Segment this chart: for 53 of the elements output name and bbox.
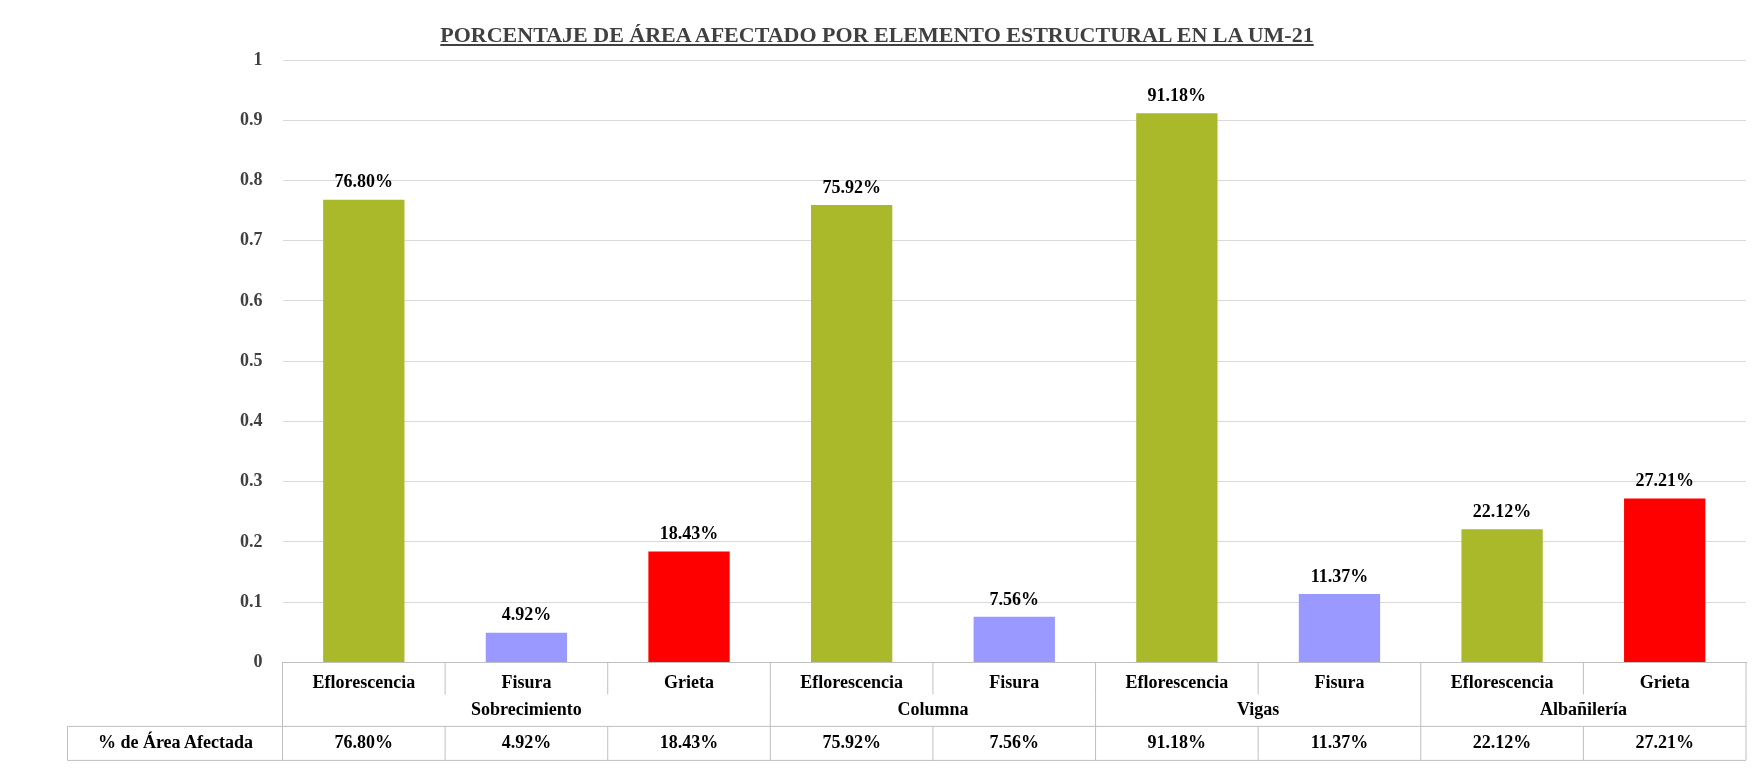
data-label: 91.18% — [1147, 732, 1207, 753]
bar — [485, 632, 568, 662]
x-tick-label: Fisura — [989, 671, 1040, 692]
y-tick-label: 0.2 — [240, 530, 263, 551]
bar — [1298, 593, 1381, 662]
data-label: 11.37% — [1310, 732, 1369, 753]
y-tick-label: 0.7 — [240, 229, 263, 250]
text: 18.43% — [659, 523, 719, 544]
x-tick-label: Eflorescencia — [1450, 671, 1554, 692]
bar — [1624, 498, 1706, 662]
x-tick-label: Eflorescencia — [1125, 671, 1229, 692]
bar — [323, 199, 405, 662]
x-tick-label: Eflorescencia — [312, 671, 416, 692]
bar — [1461, 529, 1543, 662]
chart-title: PORCENTAJE DE ÁREA AFECTADO POR ELEMENTO ESTRUCTURAL EN LA UM-21 — [439, 22, 1315, 48]
text: 22.12% — [1472, 500, 1532, 521]
y-tick-label: 0.3 — [240, 470, 263, 491]
text: Vigas — [1236, 699, 1280, 720]
y-tick-label: 0.1 — [240, 590, 263, 611]
bar — [1136, 113, 1218, 662]
x-tick-label: Eflorescencia — [800, 671, 903, 692]
y-tick-label: 0.8 — [240, 169, 263, 190]
y-tick-label: 0.5 — [240, 349, 263, 370]
data-label: 75.92% — [822, 732, 881, 753]
data-label: 76.80% — [334, 732, 394, 753]
data-label: 7.56% — [989, 732, 1039, 753]
y-tick-label: 0.6 — [240, 289, 263, 310]
data-label: 27.21% — [1635, 732, 1694, 753]
data-label: 22.12% — [1472, 732, 1532, 753]
data-label: 18.43% — [659, 732, 719, 753]
text: 75.92% — [822, 176, 881, 197]
text: % de Área Afectada — [97, 731, 254, 753]
text: Columna — [897, 699, 969, 720]
text: 4.92% — [501, 604, 552, 625]
text: 7.56% — [989, 588, 1039, 609]
text: 76.80% — [334, 171, 394, 192]
text: 91.18% — [1147, 84, 1207, 105]
x-tick-label: Fisura — [501, 671, 552, 692]
text: 11.37% — [1310, 565, 1369, 586]
x-tick-label: Grieta — [1639, 671, 1690, 692]
y-tick-label: 0 — [253, 651, 263, 672]
x-tick-label: Grieta — [664, 671, 715, 692]
bar — [973, 616, 1055, 662]
y-tick-label: 0.4 — [240, 410, 263, 431]
data-label: 4.92% — [501, 732, 552, 753]
text: Albañilería — [1539, 699, 1627, 720]
bar — [648, 551, 730, 662]
text: 27.21% — [1635, 470, 1694, 491]
bar — [810, 205, 893, 662]
y-tick-label: 1 — [253, 48, 263, 69]
y-tick-label: 0.9 — [240, 108, 263, 129]
x-tick-label: Fisura — [1314, 671, 1365, 692]
text: Sobrecimiento — [471, 699, 582, 720]
